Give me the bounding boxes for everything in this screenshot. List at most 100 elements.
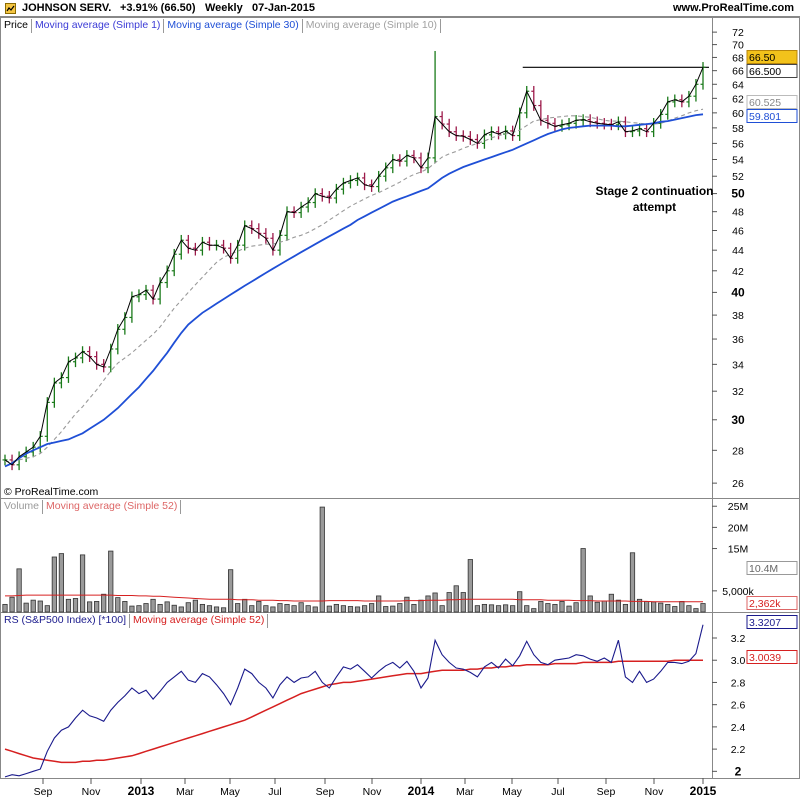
x-tick-label: 2015 xyxy=(690,784,717,798)
volume-bar xyxy=(51,556,57,613)
x-tick-label: Nov xyxy=(645,786,664,798)
volume-bar xyxy=(115,597,121,613)
volume-bar xyxy=(622,603,629,613)
rs-ma-line xyxy=(4,659,703,764)
ma30-line xyxy=(4,113,704,468)
price-pane[interactable] xyxy=(2,50,710,471)
volume-bar xyxy=(411,603,417,613)
volume-tick-label: 5,000k xyxy=(722,586,754,598)
x-tick-label: 2013 xyxy=(128,784,155,798)
volume-bar xyxy=(199,603,206,613)
rs-tick-label: 2.2 xyxy=(731,744,746,756)
price-bar xyxy=(615,116,621,131)
volume-bar xyxy=(23,602,29,613)
price-tick-label: 44 xyxy=(732,245,744,257)
volume-bar xyxy=(122,601,128,613)
chart-type-icon[interactable] xyxy=(5,3,16,14)
volume-legend: Volume Moving average (Simple 52) xyxy=(1,500,182,514)
volume-bar xyxy=(94,601,100,613)
ma10-tag: 60.525 xyxy=(749,97,781,109)
price-legend: Price Moving average (Simple 1) Moving a… xyxy=(1,19,442,33)
volume-bar xyxy=(185,602,191,613)
volume-bar xyxy=(651,601,657,613)
price-bar xyxy=(538,100,544,126)
legend-volume-ma[interactable]: Moving average (Simple 52) xyxy=(43,500,182,514)
price-bar xyxy=(390,154,396,174)
volume-bar xyxy=(488,604,495,613)
legend-rs-ma[interactable]: Moving average (Simple 52) xyxy=(130,614,269,628)
volume-bar xyxy=(552,603,558,613)
x-tick-label: May xyxy=(220,786,241,798)
legend-ma10[interactable]: Moving average (Simple 10) xyxy=(302,19,442,33)
price-tick-label: 34 xyxy=(732,359,744,371)
volume-bar xyxy=(615,599,621,613)
legend-ma1[interactable]: Moving average (Simple 1) xyxy=(31,19,165,33)
price-tick-label: 46 xyxy=(732,226,744,238)
price-bar xyxy=(453,126,459,141)
volume-bar xyxy=(129,605,135,613)
volume-ma-tag: 2,362k xyxy=(749,598,781,610)
volume-bar xyxy=(291,605,297,613)
price-tick-label: 72 xyxy=(732,27,744,39)
site-url[interactable]: www.ProRealTime.com xyxy=(673,2,795,14)
volume-bar xyxy=(524,605,530,613)
price-tick-label: 28 xyxy=(732,445,744,457)
price-tick-label: 32 xyxy=(732,386,744,398)
price-bar xyxy=(80,346,86,364)
volume-bar xyxy=(538,601,544,613)
price-bar xyxy=(700,62,706,90)
period-label[interactable]: Weekly xyxy=(205,2,243,14)
x-tick-label: May xyxy=(502,786,523,798)
legend-rs[interactable]: RS (S&P500 Index) [*100] xyxy=(1,614,130,628)
volume-bar xyxy=(672,606,678,613)
price-bar xyxy=(693,79,699,102)
volume-bar xyxy=(319,506,325,613)
x-tick-label: Nov xyxy=(363,786,382,798)
price-bar xyxy=(545,115,551,129)
value-tags: 66.50 66.500 60.525 59.801 10.4M 2,362k 3.3207… xyxy=(746,50,798,664)
price-tick-label: 50 xyxy=(731,187,745,201)
price-bar xyxy=(531,85,537,111)
volume-bar xyxy=(404,596,410,613)
volume-bar xyxy=(376,595,382,613)
rs-pane[interactable] xyxy=(4,624,704,778)
ma1-line xyxy=(4,67,704,466)
volume-bar xyxy=(171,604,177,613)
volume-bar xyxy=(481,603,488,613)
price-tick-label: 64 xyxy=(732,79,744,91)
volume-bar xyxy=(192,599,198,613)
price-tick-label: 54 xyxy=(732,155,744,167)
legend-price[interactable]: Price xyxy=(1,19,32,33)
price-bar xyxy=(185,234,191,254)
ma10-tag-box xyxy=(746,95,798,109)
price-tick-label: 42 xyxy=(732,266,744,278)
volume-bar xyxy=(157,603,163,613)
price-bar xyxy=(432,50,438,164)
volume-bar xyxy=(235,603,241,613)
volume-bar xyxy=(143,603,149,613)
volume-bar xyxy=(693,608,699,613)
price-tick-label: 56 xyxy=(732,138,744,150)
volume-bar xyxy=(460,592,466,613)
volume-bar xyxy=(636,598,643,613)
volume-bar xyxy=(270,606,276,613)
volume-pane[interactable] xyxy=(2,506,706,613)
volume-bar xyxy=(256,601,262,613)
price-bar xyxy=(199,236,205,256)
volume-tag: 10.4M xyxy=(749,563,778,575)
x-tick-label: Jul xyxy=(551,786,564,798)
volume-bar xyxy=(228,569,234,613)
volume-tag-box xyxy=(746,561,798,575)
legend-ma30[interactable]: Moving average (Simple 30) xyxy=(164,19,303,33)
volume-bar xyxy=(559,601,565,613)
legend-volume[interactable]: Volume xyxy=(1,500,44,514)
price-bar xyxy=(312,188,318,208)
price-bar xyxy=(418,152,424,174)
volume-bar xyxy=(284,603,290,613)
price-tick-label: 38 xyxy=(732,310,744,322)
volume-bar xyxy=(531,608,537,613)
volume-bar xyxy=(136,605,142,613)
price-tag: 66.50 xyxy=(749,52,775,64)
y-axes: 26 28 30 32 34 36 38 40 42 44 46 48 50 52 54 56 58 60 62 64… xyxy=(712,27,755,778)
